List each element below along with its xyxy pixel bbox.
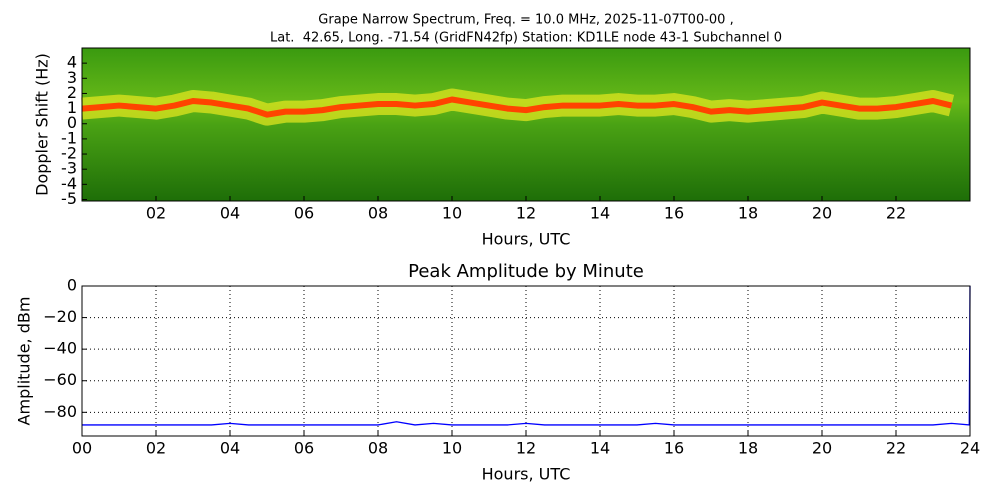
x-tick-label: 18 — [738, 439, 758, 458]
x-tick-label: 06 — [294, 204, 314, 223]
chart-title: Lat. 42.65, Long. -71.54 (GridFN42fp) St… — [270, 31, 782, 46]
chart-title: Grape Narrow Spectrum, Freq. = 10.0 MHz,… — [318, 13, 733, 28]
doppler-trace — [81, 96, 953, 118]
y-tick-label: -4 — [61, 174, 77, 193]
y-tick-label: -5 — [61, 189, 77, 208]
x-tick-label: 16 — [664, 439, 684, 458]
y-tick-label: -3 — [61, 159, 77, 178]
y-tick-label: −80 — [43, 402, 77, 421]
x-tick-label: 20 — [812, 439, 832, 458]
y-tick-label: 1 — [67, 98, 77, 117]
x-tick-label: 20 — [812, 204, 832, 223]
y-tick-label: 0 — [67, 113, 77, 132]
x-tick-label: 10 — [442, 204, 462, 223]
x-tick-label: 14 — [590, 439, 610, 458]
y-tick-label: -1 — [61, 128, 77, 147]
y-tick-label: −40 — [43, 339, 77, 358]
y-tick-label: −20 — [43, 307, 77, 326]
x-tick-label: 02 — [146, 439, 166, 458]
x-tick-label: 22 — [886, 204, 906, 223]
x-tick-label: 08 — [368, 204, 388, 223]
x-axis-label: Hours, UTC — [482, 465, 571, 484]
x-tick-label: 18 — [738, 204, 758, 223]
x-tick-label: 04 — [220, 204, 240, 223]
x-tick-label: 12 — [516, 204, 536, 223]
x-tick-label: 06 — [294, 439, 314, 458]
series-line — [82, 285, 971, 426]
x-tick-label: 24 — [960, 439, 980, 458]
y-axis-label: Amplitude, dBm — [15, 297, 34, 426]
x-tick-label: 16 — [664, 204, 684, 223]
x-tick-label: 00 — [72, 439, 92, 458]
x-tick-label: 08 — [368, 439, 388, 458]
x-tick-label: 10 — [442, 439, 462, 458]
x-tick-label: 14 — [590, 204, 610, 223]
y-tick-label: 0 — [67, 276, 77, 295]
spectrogram-background — [82, 48, 970, 201]
y-tick-label: −60 — [43, 370, 77, 389]
y-tick-label: 2 — [67, 83, 77, 102]
plot-frame — [81, 285, 971, 437]
y-tick-label: -2 — [61, 144, 77, 163]
x-tick-label: 02 — [146, 204, 166, 223]
plot-frame — [81, 47, 971, 202]
y-tick-label: 4 — [67, 53, 77, 72]
x-tick-label: 04 — [220, 439, 240, 458]
x-tick-label: 12 — [516, 439, 536, 458]
y-tick-label: 3 — [67, 68, 77, 87]
y-axis-label: Doppler Shift (Hz) — [33, 53, 52, 196]
chart-title: Peak Amplitude by Minute — [408, 261, 644, 282]
x-tick-label: 22 — [886, 439, 906, 458]
x-axis-label: Hours, UTC — [482, 230, 571, 249]
